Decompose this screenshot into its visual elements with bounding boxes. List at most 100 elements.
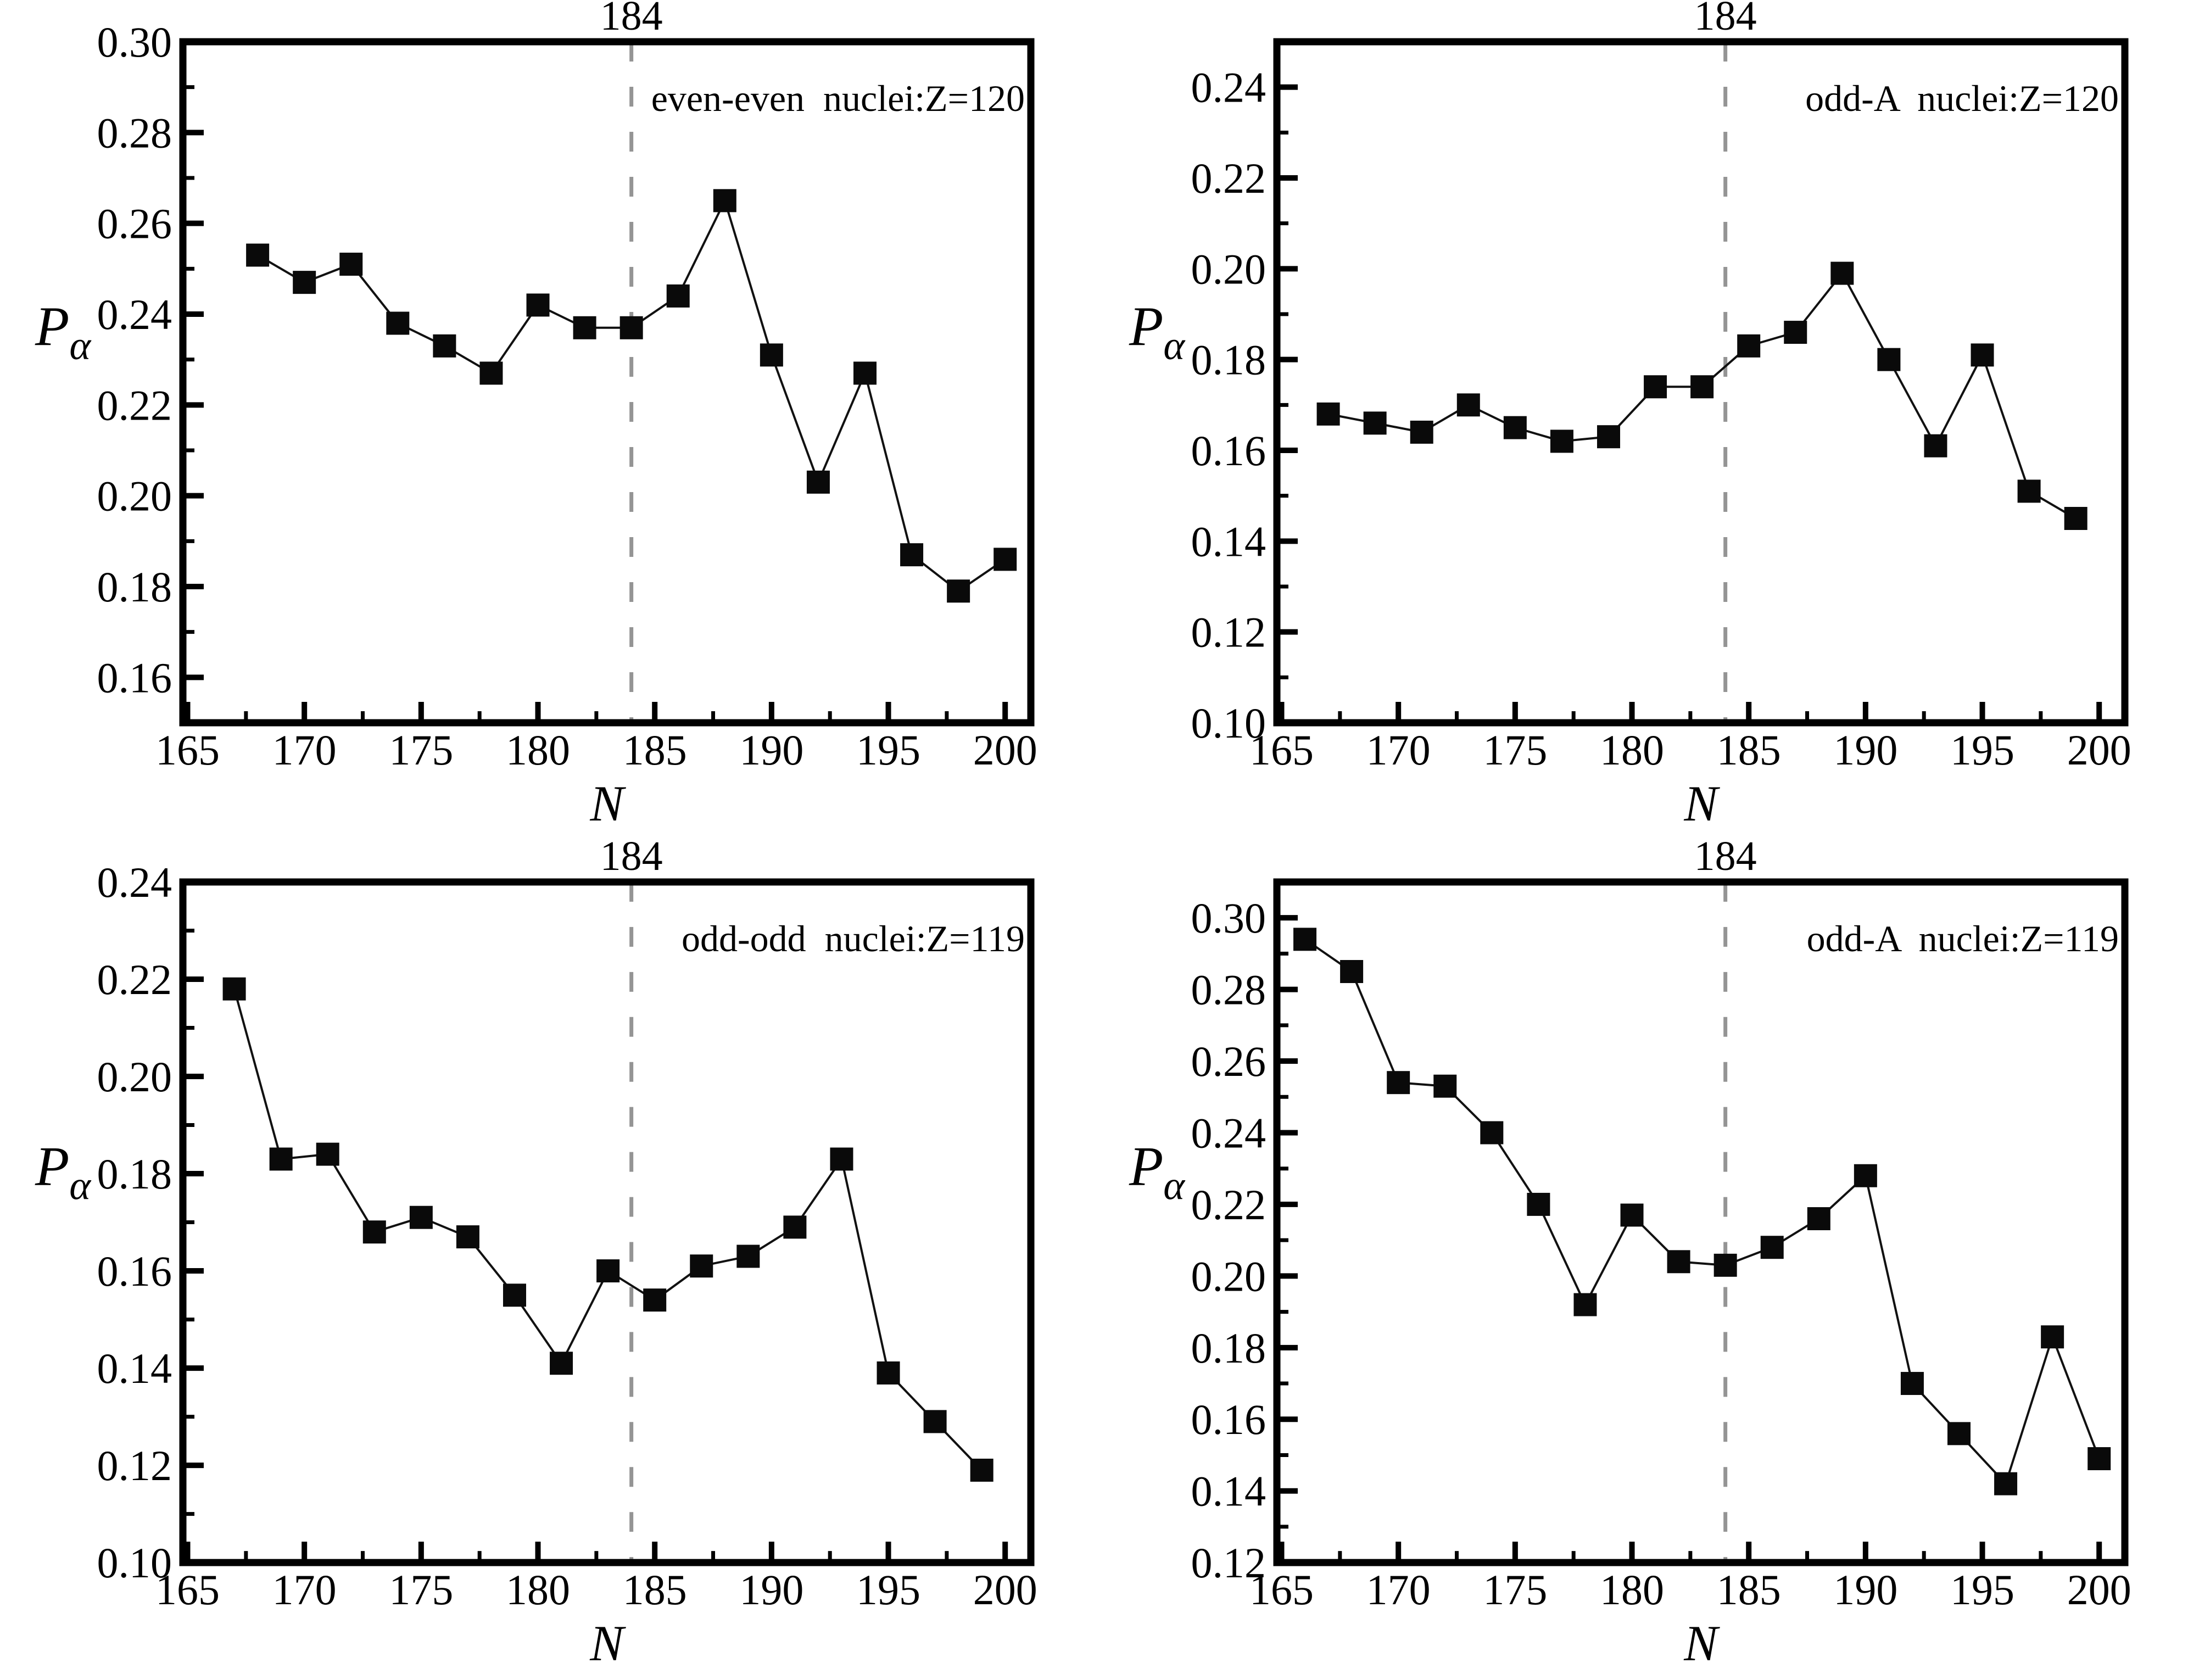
data-point <box>1713 1253 1737 1277</box>
data-point <box>1667 1250 1690 1274</box>
data-point <box>573 316 596 339</box>
data-point <box>1480 1121 1504 1145</box>
x-tick-label: 190 <box>739 1566 803 1614</box>
y-tick-label: 0.14 <box>1191 1468 1266 1515</box>
x-tick-label: 170 <box>1366 726 1431 774</box>
y-axis-title: Pα <box>1129 295 1186 369</box>
x-axis-title: N <box>1683 775 1720 831</box>
data-point <box>690 1254 713 1278</box>
chart-odd-odd-z119: 184 165 170 175 180 185 190 195 200 0.10 0.12 0.14 0… <box>35 840 1037 1671</box>
chart-odd-a-z119: 184 165 170 175 180 185 190 195 200 0.12 0.14 0.16 0… <box>1129 840 2131 1671</box>
data-point <box>526 293 550 317</box>
data-point <box>1363 411 1387 435</box>
data-point <box>1784 321 1807 344</box>
data-point <box>1971 343 1994 367</box>
data-point <box>760 343 783 367</box>
data-point <box>993 548 1017 571</box>
data-point <box>596 1259 620 1283</box>
x-tick-label: 170 <box>272 726 337 774</box>
y-tick-label: 0.20 <box>1191 1253 1266 1300</box>
x-tick-label: 200 <box>2067 726 2131 774</box>
data-point <box>1760 1236 1784 1259</box>
y-tick-label: 0.16 <box>1191 1396 1266 1443</box>
y-tick-label: 0.28 <box>97 109 172 157</box>
y-tick-label: 0.30 <box>1191 895 1266 942</box>
shell-closure-label: 184 <box>1694 840 1757 879</box>
x-tick-label: 185 <box>1717 726 1781 774</box>
panel-even-even-z120: 184 165 170 175 180 185 190 195 200 0.16 0.18 0.20 0… <box>0 0 1094 840</box>
x-tick-label: 165 <box>155 726 220 774</box>
data-point <box>877 1361 900 1385</box>
data-point <box>222 977 246 1001</box>
x-tick-label: 175 <box>1483 1566 1547 1614</box>
data-point <box>1293 928 1317 951</box>
data-point <box>736 1244 760 1268</box>
x-tick-label: 200 <box>2067 1566 2131 1614</box>
y-tick-label: 0.24 <box>1191 64 1266 111</box>
x-tick-label: 175 <box>389 726 453 774</box>
y-tick-label: 0.22 <box>1191 154 1266 202</box>
x-tick-label: 200 <box>973 1566 1037 1614</box>
data-point <box>2064 507 2087 530</box>
data-point <box>1644 375 1667 399</box>
data-point <box>386 311 410 335</box>
data-point <box>2017 479 2041 503</box>
x-tick-label: 180 <box>506 726 570 774</box>
data-point <box>1994 1472 2018 1495</box>
data-point <box>666 284 690 308</box>
chart-even-even-z120: 184 165 170 175 180 185 190 195 200 0.16 0.18 0.20 0… <box>35 0 1037 831</box>
x-tick-label: 195 <box>856 726 920 774</box>
data-point <box>1690 375 1714 399</box>
x-tick-label: 190 <box>1833 1566 1897 1614</box>
data-point <box>503 1283 526 1307</box>
data-point <box>900 543 924 567</box>
x-tick-label: 195 <box>856 1566 920 1614</box>
data-point <box>316 1142 339 1166</box>
data-point <box>806 470 830 494</box>
panel-annotation: odd-odd nuclei:Z=119 <box>682 918 1025 959</box>
x-tick-label: 200 <box>973 726 1037 774</box>
data-point <box>1807 1207 1830 1231</box>
data-line <box>1304 938 2101 1486</box>
y-axis-title: Pα <box>35 295 92 369</box>
data-point <box>293 271 316 294</box>
y-tick-label: 0.28 <box>1191 967 1266 1014</box>
y-tick-label: 0.30 <box>97 18 172 66</box>
data-point <box>1573 1293 1597 1316</box>
y-tick-label: 0.24 <box>1191 1109 1266 1157</box>
data-point <box>433 334 456 358</box>
panel-annotation: odd-A nuclei:Z=120 <box>1805 77 2119 119</box>
data-point <box>947 579 970 603</box>
y-axis-title: Pα <box>35 1136 92 1209</box>
chart-odd-a-z120: 184 165 170 175 180 185 190 195 200 0.10 0.12 0.14 0… <box>1129 0 2131 831</box>
data-point <box>409 1205 433 1229</box>
panel-annotation: even-even nuclei:Z=120 <box>651 77 1025 119</box>
data-point <box>1877 348 1901 371</box>
x-axis-title: N <box>1683 1615 1720 1671</box>
x-tick-label: 165 <box>1249 1566 1314 1614</box>
plot-border <box>1273 38 2129 727</box>
data-point <box>1410 420 1433 444</box>
y-tick-label: 0.24 <box>97 291 172 338</box>
shell-closure-label: 184 <box>600 0 663 39</box>
data-point <box>830 1147 853 1171</box>
x-tick-label: 190 <box>1833 726 1897 774</box>
y-tick-label: 0.22 <box>97 956 172 1003</box>
x-tick-label: 195 <box>1950 726 2014 774</box>
panel-odd-a-z120: 184 165 170 175 180 185 190 195 200 0.10 0.12 0.14 0… <box>1094 0 2188 840</box>
y-tick-label: 0.24 <box>97 859 172 906</box>
data-point <box>1900 1372 1924 1396</box>
x-tick-label: 165 <box>155 1566 220 1614</box>
x-tick-label: 175 <box>1483 726 1547 774</box>
y-axis-title: Pα <box>1129 1136 1186 1209</box>
y-tick-label: 0.10 <box>97 1539 172 1587</box>
data-point <box>1433 1074 1457 1098</box>
y-tick-label: 0.16 <box>1191 427 1266 475</box>
x-tick-label: 185 <box>623 726 687 774</box>
data-line <box>233 989 983 1471</box>
data-point <box>619 316 643 339</box>
y-tick-label: 0.16 <box>97 1248 172 1295</box>
y-tick-label: 0.22 <box>97 381 172 429</box>
x-tick-label: 170 <box>1366 1566 1431 1614</box>
data-point <box>1316 402 1340 426</box>
